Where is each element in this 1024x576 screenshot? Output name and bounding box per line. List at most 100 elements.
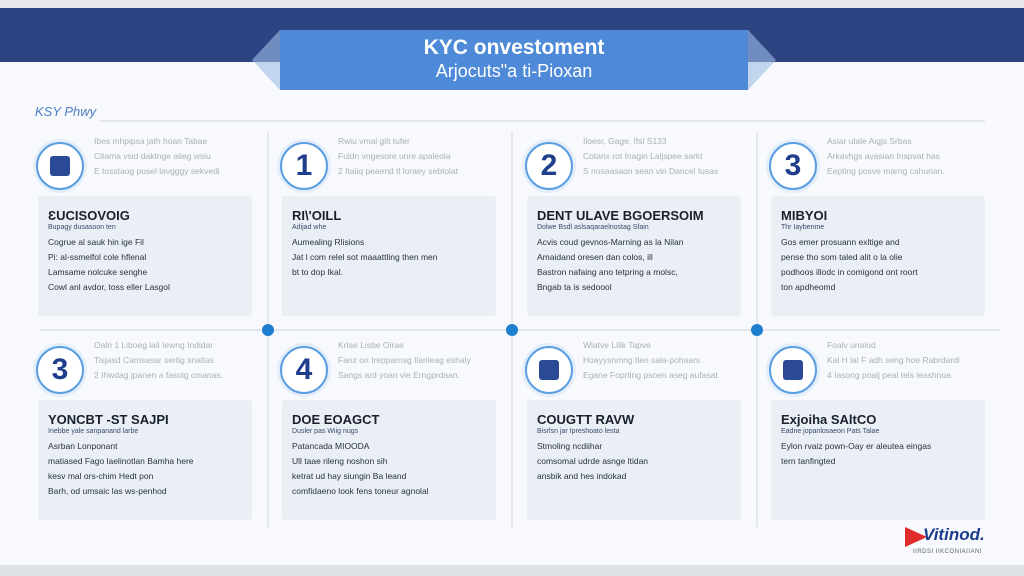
intro-line: Rwiu vmal gilt tufer	[338, 136, 410, 146]
top-strip	[0, 0, 1024, 8]
bottom-strip	[0, 565, 1024, 576]
title-banner: KYC onvestoment Arjocuts"a ti-Pioxan	[252, 30, 776, 90]
intro-line: Kal H lal F adh seng hoe Rabrdardi	[827, 355, 960, 365]
bank-icon	[36, 142, 84, 190]
step-number: 2	[540, 149, 558, 182]
intro-line: Hoayysnmng tlen sala-pohaars	[583, 355, 701, 365]
logo-name: Vitinod.	[923, 525, 985, 544]
step-intro: Asiar ulale Aigjs Srbas Arkavhgs avasian …	[827, 134, 1002, 179]
step-intro: Iloesr, Gage, Ifsl S133 Cotanx rot Inagin…	[583, 134, 758, 179]
number-two-icon: 2	[525, 142, 573, 190]
step-number: 4	[295, 353, 313, 386]
step-intro: Wiatve Lilik Tapve Hoayysnmng tlen sala-p…	[583, 338, 758, 383]
step-title: DENT ULAVE BGOERSOIM	[537, 208, 704, 223]
logo-mark-icon	[905, 527, 927, 547]
timeline-dot	[262, 324, 274, 336]
step-subtitle: Eadne jopanlosaeon Pats Talae	[781, 428, 880, 435]
step-card: YONCBT -ST SAJPI Inebbe yale sanpanand la…	[38, 400, 252, 520]
intro-line: 4 Iasong poalj peal tels leashnoa.	[827, 370, 954, 380]
step-subtitle: Inebbe yale sanpanand larbe	[48, 428, 139, 435]
intro-line: Citama vsid daktnge alieg wsiu	[94, 151, 211, 161]
body-line: tern tanfingted	[781, 456, 836, 466]
step-title: Exjoiha SAltCO	[781, 412, 877, 427]
body-line: Barh, od umsaic las ws-penhod	[48, 486, 167, 496]
step-intro: Krlae Lisbe Oirae Fanz on Irepparnsg Ilan…	[338, 338, 513, 383]
step-card: ƐUCISOVOIG Bupagy dusasoon ten Cogrue al s…	[38, 196, 252, 316]
body-line: ketrat ud hay siungin Ba leand	[292, 471, 407, 481]
icon-glyph	[50, 156, 70, 176]
body-line: Acvis coud gevnos-Marning as la Nilan	[537, 237, 684, 247]
number-four-icon: 4	[280, 346, 328, 394]
step-card: Exjoiha SAltCO Eadne jopanlosaeon Pats Ta…	[771, 400, 985, 520]
divider	[100, 120, 985, 122]
icon-glyph	[783, 360, 803, 380]
intro-line: Asiar ulale Aigjs Srbas	[827, 136, 912, 146]
body-line: Cogrue al sauk hin ige Fil	[48, 237, 144, 247]
step-subtitle: Adijad whe	[292, 224, 327, 231]
body-line: bt to dop Ikal.	[292, 267, 344, 277]
body-line: comfidaeno look fens toneur agnolal	[292, 486, 429, 496]
intro-line: 2 Itaiiq peaend tl loraey sebtolat	[338, 166, 459, 176]
step-body: Gos emer prosuann exltige and pense tho s…	[781, 235, 975, 295]
body-line: Patancada MIOODA	[292, 441, 370, 451]
intro-line: E tosstaog pusel lavgggy sekvedi	[94, 166, 220, 176]
body-line: Jat l com relel sot maaattling then men	[292, 252, 438, 262]
step-card: DENT ULAVE BGOERSOIM Dolwe Bsdl aslsaqara…	[527, 196, 741, 316]
row-divider	[40, 329, 1000, 331]
step-body: Cogrue al sauk hin ige Fil Pi: al-ssmelfo…	[48, 235, 242, 295]
intro-line: Fanz on Irepparnsg Ilanleag eshaly	[338, 355, 471, 365]
shield-icon	[769, 346, 817, 394]
section-label: KSY Phwy	[35, 104, 97, 119]
intro-line: Cotanx rot Inagin Laljspee sarkt	[583, 151, 703, 161]
icon-glyph	[539, 360, 559, 380]
body-line: Stmoling ncdiihar	[537, 441, 603, 451]
body-line: Lamsame nolcuke senghe	[48, 267, 148, 277]
step-subtitle: Thr Iaybenme	[781, 224, 825, 231]
body-line: ton apdheomd	[781, 282, 836, 292]
step-number: 3	[784, 149, 802, 182]
number-three-icon: 3	[36, 346, 84, 394]
number-three-icon: 3	[769, 142, 817, 190]
intro-line: Ibes mhpipsa jath hoan Tabae	[94, 136, 208, 146]
timeline-dot	[506, 324, 518, 336]
intro-line: Egane Foprting psoen aseg aufasat	[583, 370, 718, 380]
intro-line: Foalv unalod	[827, 340, 876, 350]
step-title: DOE EOAGCT	[292, 412, 380, 427]
intro-line: Sangs ard yoan vie Erngprdaan.	[338, 370, 460, 380]
body-line: Eylon rvaiz pown-Oay er aleutea eingas	[781, 441, 932, 451]
body-line: kesv mal ors-chim Hedt pon	[48, 471, 154, 481]
intro-line: Fuldn vngesore unre apaleola	[338, 151, 451, 161]
page-subtitle: Arjocuts"a ti-Pioxan	[435, 61, 593, 81]
step-number: 1	[295, 149, 313, 182]
step-intro: Foalv unalod Kal H lal F adh seng hoe Rab…	[827, 338, 1002, 383]
body-line: Bastron nafaing ano tetpring a molsc,	[537, 267, 678, 277]
body-line: podhoos illodc in comigond ont roort	[781, 267, 918, 277]
step-intro: Rwiu vmal gilt tufer Fuldn vngesore unre …	[338, 134, 513, 179]
body-line: comsomal udrde asnge ltidan	[537, 456, 649, 466]
step-body: Asrban Lonponant matiased Fago laelinotla…	[48, 439, 242, 499]
intro-line: Eepting posve marng cahurian.	[827, 166, 945, 176]
page-title: KYC onvestoment	[423, 36, 605, 59]
intro-line: Wiatve Lilik Tapve	[583, 340, 651, 350]
body-line: Bngab ta is sedoool	[537, 282, 612, 292]
step-title: ƐUCISOVOIG	[48, 208, 130, 223]
step-body: Aumealing Rlisions Jat l com relel sot ma…	[292, 235, 486, 280]
intro-line: Krlae Lisbe Oirae	[338, 340, 404, 350]
step-subtitle: Dusler pas Wiig nugs	[292, 428, 359, 435]
step-card: MIBYOI Thr Iaybenme Gos emer prosuann exlt…	[771, 196, 985, 316]
step-subtitle: Dolwe Bsdl aslsaqaraelnostag Sfain	[537, 224, 649, 231]
intro-line: Arkavhgs avasian Inspvat has	[827, 151, 940, 161]
intro-line: 2 Ihwdag jpanen a fasolg cmanas.	[94, 370, 224, 380]
body-line: Asrban Lonponant	[48, 441, 118, 451]
document-icon	[525, 346, 573, 394]
step-subtitle: Bupagy dusasoon ten	[48, 224, 116, 231]
step-body: Acvis coud gevnos-Marning as la Nilan Ama…	[537, 235, 731, 295]
body-line: Aumealing Rlisions	[292, 237, 365, 247]
body-line: Amaidand oresen dan colos, ill	[537, 252, 653, 262]
step-body: Stmoling ncdiihar comsomal udrde asnge lt…	[537, 439, 731, 484]
body-line: Gos emer prosuann exltige and	[781, 237, 900, 247]
timeline-dot	[751, 324, 763, 336]
step-title: RI\'OILL	[292, 208, 342, 223]
number-one-icon: 1	[280, 142, 328, 190]
step-title: MIBYOI	[781, 208, 828, 223]
